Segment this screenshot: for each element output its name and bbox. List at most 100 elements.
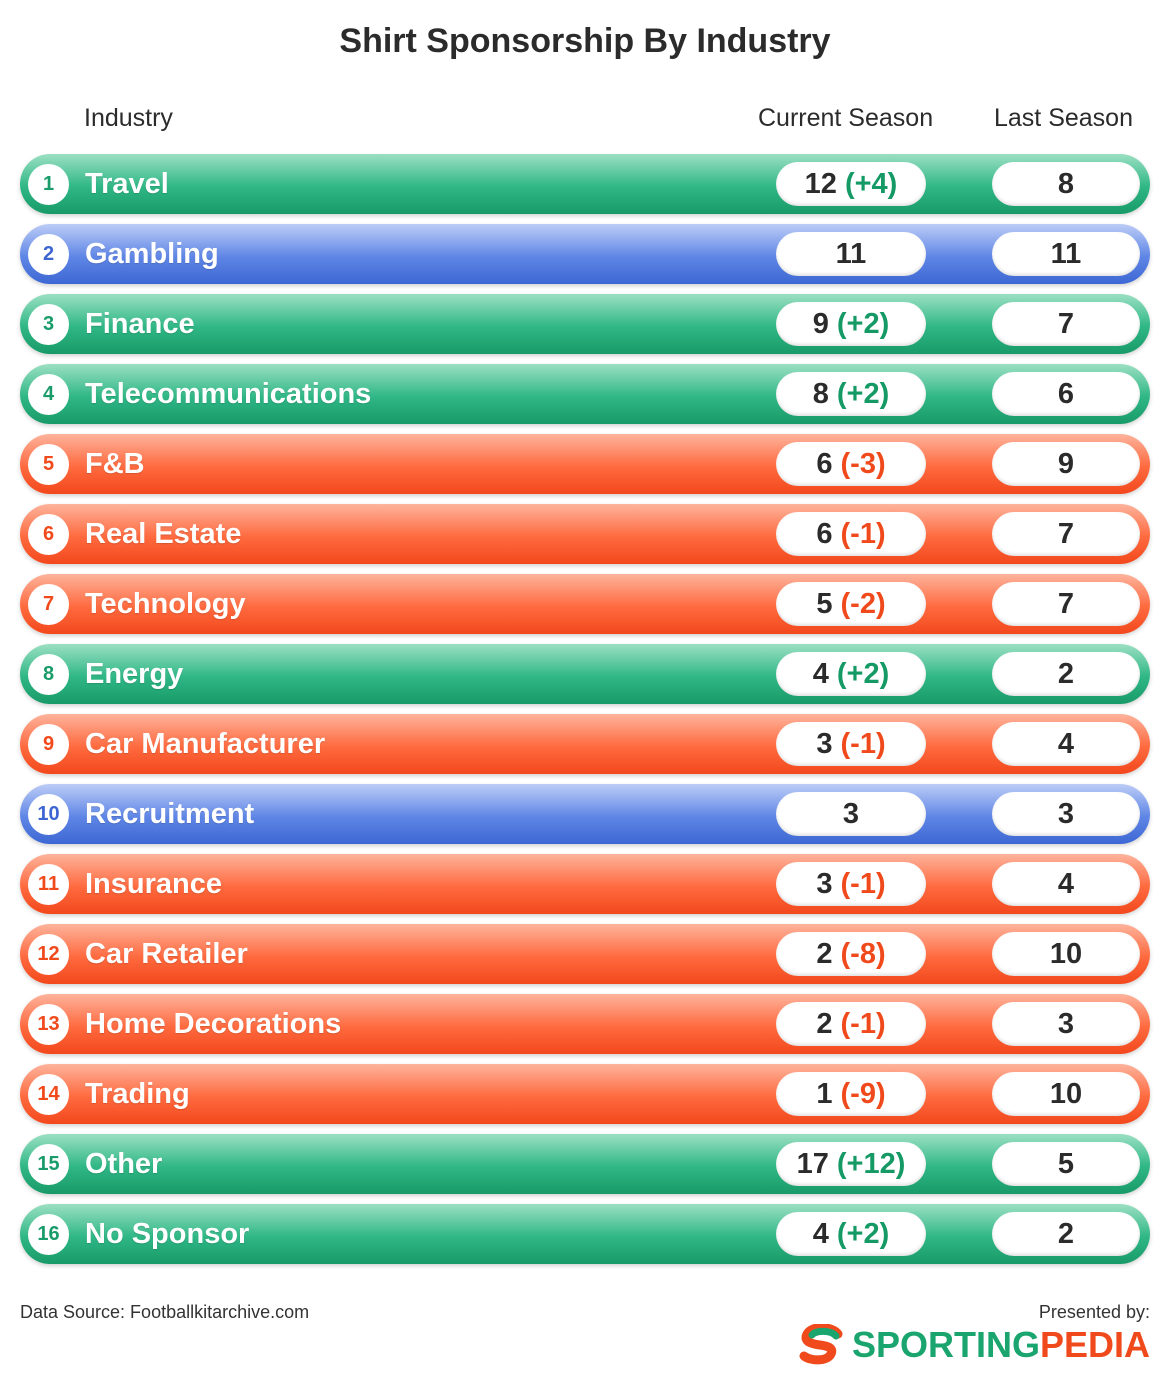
industry-name: Other <box>85 1148 163 1180</box>
season-change-value: (-1) <box>840 517 886 550</box>
season-change-value: (-8) <box>840 937 886 970</box>
current-season-value: 11 <box>835 237 867 270</box>
logo-text-sporting: SPORTING <box>851 1324 1040 1365</box>
current-season-value: 17 <box>796 1147 829 1180</box>
current-season-value: 2 <box>816 937 833 970</box>
last-season-value: 3 <box>992 1002 1140 1046</box>
current-season-value: 9 <box>812 307 829 340</box>
season-change-value: (+2) <box>836 377 890 410</box>
current-season-cell: 8 (+2) <box>776 372 926 416</box>
data-source: Data Source: Footballkitarchive.com <box>20 1302 310 1322</box>
last-season-value: 7 <box>992 512 1140 556</box>
current-season-cell: 2 (-1) <box>776 1002 926 1046</box>
table-row: 2 Gambling 11 11 <box>20 224 1150 284</box>
season-change-value: (+2) <box>836 657 890 690</box>
current-season-value: 5 <box>816 587 833 620</box>
current-season-value: 1 <box>816 1077 833 1110</box>
rank-badge: 1 <box>28 164 69 205</box>
current-season-value: 12 <box>804 167 837 200</box>
last-season-value: 8 <box>992 162 1140 206</box>
current-season-value: 4 <box>812 1217 829 1250</box>
last-season-value: 9 <box>992 442 1140 486</box>
rank-badge: 12 <box>28 934 69 975</box>
rank-badge: 14 <box>28 1074 69 1115</box>
current-season-value: 4 <box>812 657 829 690</box>
table-row: 5 F&B 6 (-3) 9 <box>20 434 1150 494</box>
last-season-value: 10 <box>992 932 1140 976</box>
industry-name: Car Retailer <box>85 938 248 970</box>
rank-badge: 16 <box>28 1214 69 1255</box>
rank-badge: 4 <box>28 374 69 415</box>
industry-name: Finance <box>85 308 195 340</box>
current-season-cell: 6 (-1) <box>776 512 926 556</box>
industry-name: Trading <box>85 1078 190 1110</box>
current-season-cell: 12 (+4) <box>776 162 926 206</box>
current-season-cell: 4 (+2) <box>776 652 926 696</box>
season-change-value: (+2) <box>836 307 890 340</box>
column-header-last-season: Last Season <box>994 104 1133 132</box>
industry-name: Energy <box>85 658 184 690</box>
current-season-value: 3 <box>842 797 860 830</box>
last-season-value: 11 <box>992 232 1140 276</box>
current-season-cell: 17 (+12) <box>776 1142 926 1186</box>
column-header-current-season: Current Season <box>758 104 934 132</box>
table-row: 3 Finance 9 (+2) 7 <box>20 294 1150 354</box>
sportingpedia-logo: SPORTING PEDIA <box>798 1324 1150 1366</box>
table-row: 14 Trading 1 (-9) 10 <box>20 1064 1150 1124</box>
table-row: 9 Car Manufacturer 3 (-1) 4 <box>20 714 1150 774</box>
industry-name: Travel <box>85 168 169 200</box>
current-season-cell: 6 (-3) <box>776 442 926 486</box>
industry-name: Car Manufacturer <box>85 728 326 760</box>
last-season-value: 4 <box>992 862 1140 906</box>
table-row: 1 Travel 12 (+4) 8 <box>20 154 1150 214</box>
current-season-cell: 4 (+2) <box>776 1212 926 1256</box>
logo-text-pedia: PEDIA <box>1039 1324 1150 1365</box>
current-season-cell: 2 (-8) <box>776 932 926 976</box>
current-season-cell: 1 (-9) <box>776 1072 926 1116</box>
last-season-value: 5 <box>992 1142 1140 1186</box>
last-season-value: 2 <box>992 652 1140 696</box>
rank-badge: 3 <box>28 304 69 345</box>
table-row: 8 Energy 4 (+2) 2 <box>20 644 1150 704</box>
rank-badge: 7 <box>28 584 69 625</box>
industry-name: F&B <box>85 448 145 480</box>
current-season-cell: 3 (-1) <box>776 862 926 906</box>
industry-name: Real Estate <box>85 518 242 550</box>
sportingpedia-s-logo-icon <box>799 1324 843 1365</box>
industry-name: Technology <box>85 588 246 620</box>
current-season-cell: 11 <box>776 232 926 276</box>
rank-badge: 11 <box>28 864 69 905</box>
current-season-value: 8 <box>812 377 829 410</box>
current-season-value: 2 <box>816 1007 833 1040</box>
season-change-value: (+4) <box>844 167 898 200</box>
presented-by-label: Presented by: <box>1038 1302 1150 1322</box>
table-row: 11 Insurance 3 (-1) 4 <box>20 854 1150 914</box>
current-season-cell: 3 (-1) <box>776 722 926 766</box>
season-change-value: (+2) <box>836 1217 890 1250</box>
last-season-value: 2 <box>992 1212 1140 1256</box>
rank-badge: 15 <box>28 1144 69 1185</box>
industry-name: Home Decorations <box>85 1008 342 1040</box>
season-change-value: (-3) <box>840 447 886 480</box>
table-row: 6 Real Estate 6 (-1) 7 <box>20 504 1150 564</box>
table-row: 16 No Sponsor 4 (+2) 2 <box>20 1204 1150 1264</box>
current-season-cell: 3 <box>776 792 926 836</box>
last-season-value: 7 <box>992 582 1140 626</box>
rank-badge: 6 <box>28 514 69 555</box>
current-season-value: 3 <box>816 727 833 760</box>
current-season-value: 3 <box>816 867 833 900</box>
industry-name: Insurance <box>85 868 222 900</box>
column-header-industry: Industry <box>84 104 173 132</box>
industry-name: Recruitment <box>85 798 255 830</box>
current-season-cell: 5 (-2) <box>776 582 926 626</box>
industry-name: Telecommunications <box>85 378 372 410</box>
chart-title: Shirt Sponsorship By Industry <box>339 22 831 60</box>
current-season-value: 6 <box>816 447 833 480</box>
rank-badge: 8 <box>28 654 69 695</box>
last-season-value: 7 <box>992 302 1140 346</box>
industry-name: Gambling <box>85 238 219 270</box>
industry-name: No Sponsor <box>85 1218 250 1250</box>
season-change-value: (-1) <box>840 867 886 900</box>
table-row: 7 Technology 5 (-2) 7 <box>20 574 1150 634</box>
